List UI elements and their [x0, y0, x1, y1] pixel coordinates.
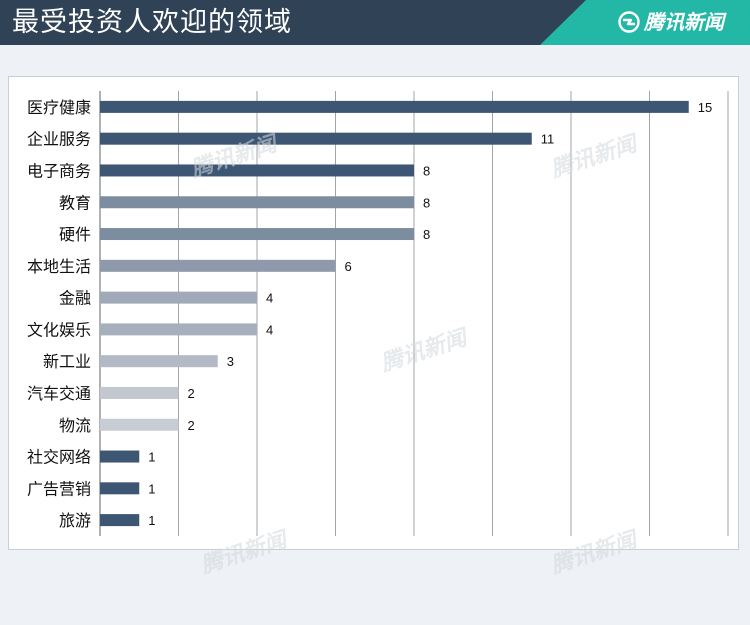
category-label: 旅游 [59, 511, 91, 530]
data-label: 4 [266, 322, 273, 337]
bar-6 [100, 259, 336, 272]
data-label: 15 [698, 100, 712, 115]
category-label: 电子商务 [27, 161, 91, 180]
category-label: 金融 [59, 289, 91, 308]
bar-11 [100, 418, 179, 431]
data-label: 2 [188, 418, 195, 433]
category-label: 文化娱乐 [27, 320, 91, 339]
page-title: 最受投资人欢迎的领域 [12, 7, 292, 38]
data-label: 8 [423, 195, 430, 210]
category-label: 汽车交通 [27, 384, 91, 403]
data-label: 1 [148, 481, 155, 496]
data-label: 1 [148, 450, 155, 465]
header-bar: 最受投资人欢迎的领域 腾讯新闻 [0, 0, 750, 45]
bar-3 [100, 164, 414, 177]
bar-9 [100, 355, 218, 368]
data-label: 3 [227, 354, 234, 369]
category-label: 物流 [59, 416, 91, 435]
data-label: 2 [188, 386, 195, 401]
bar-10 [100, 386, 179, 399]
brand-badge: 腾讯新闻 [540, 0, 750, 45]
category-label: 新工业 [43, 352, 91, 371]
category-label: 医疗健康 [27, 98, 91, 117]
data-label: 11 [541, 132, 555, 147]
data-label: 6 [345, 259, 352, 274]
bar-14 [100, 514, 140, 527]
bar-chart: 医疗健康企业服务电子商务教育硬件本地生活金融文化娱乐新工业汽车交通物流社交网络广… [27, 91, 729, 536]
category-label: 本地生活 [27, 257, 91, 276]
category-label: 硬件 [59, 225, 91, 244]
category-label: 社交网络 [27, 448, 91, 467]
tencent-news-logo-icon [618, 11, 640, 33]
bar-2 [100, 132, 532, 145]
data-label: 4 [266, 291, 273, 306]
bar-5 [100, 228, 414, 241]
data-label: 8 [423, 163, 430, 178]
brand-name: 腾讯新闻 [644, 10, 724, 34]
bar-7 [100, 291, 257, 304]
chart-panel: 医疗健康企业服务电子商务教育硬件本地生活金融文化娱乐新工业汽车交通物流社交网络广… [8, 76, 739, 579]
bar-4 [100, 196, 414, 209]
category-label: 广告营销 [27, 479, 91, 498]
category-label: 教育 [59, 193, 91, 212]
data-label: 1 [148, 513, 155, 528]
data-label: 8 [423, 227, 430, 242]
bar-12 [100, 450, 140, 463]
category-label: 企业服务 [27, 130, 91, 149]
bar-1 [100, 100, 689, 113]
bar-8 [100, 323, 257, 336]
bar-13 [100, 482, 140, 495]
